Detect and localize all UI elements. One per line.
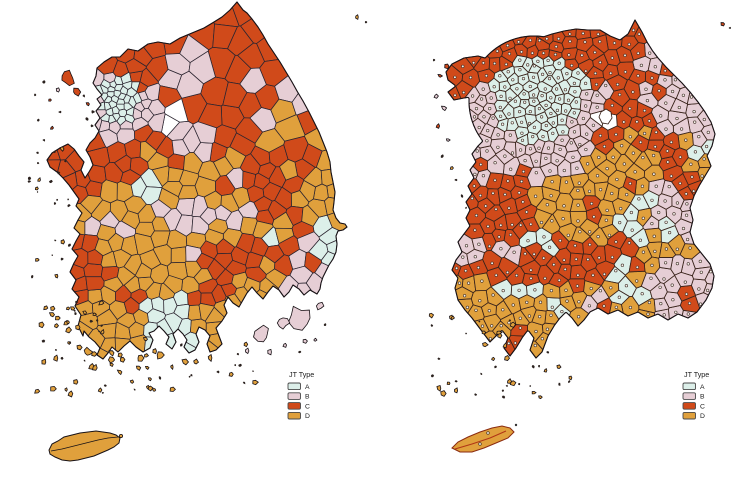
svg-text:D: D (700, 413, 705, 420)
svg-text:D: D (305, 413, 310, 420)
svg-text:B: B (305, 394, 310, 401)
svg-text:C: C (700, 403, 705, 410)
svg-text:A: A (305, 384, 310, 391)
svg-text:B: B (700, 394, 705, 401)
svg-text:JT Type: JT Type (684, 370, 709, 379)
svg-text:A: A (700, 384, 705, 391)
svg-text:C: C (305, 403, 310, 410)
svg-text:JT Type: JT Type (289, 370, 314, 379)
